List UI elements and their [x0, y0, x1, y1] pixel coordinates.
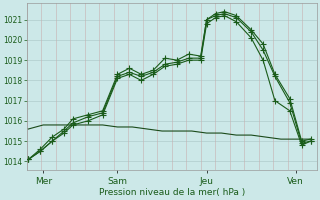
X-axis label: Pression niveau de la mer( hPa ): Pression niveau de la mer( hPa )	[99, 188, 245, 197]
